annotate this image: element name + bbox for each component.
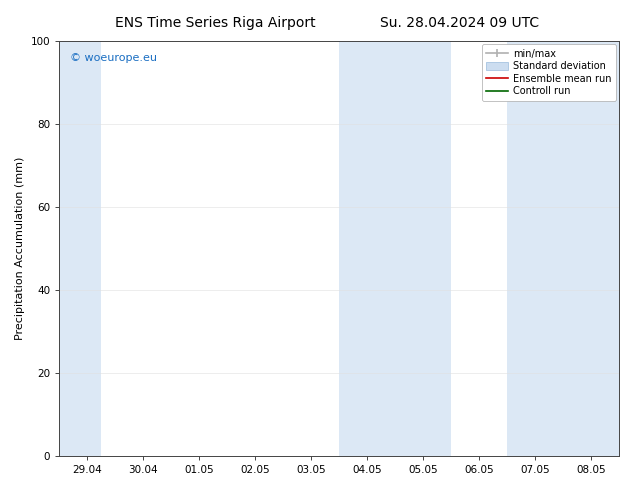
Bar <box>507 41 619 456</box>
Y-axis label: Precipitation Accumulation (mm): Precipitation Accumulation (mm) <box>15 157 25 340</box>
Text: Su. 28.04.2024 09 UTC: Su. 28.04.2024 09 UTC <box>380 16 539 30</box>
Text: © woeurope.eu: © woeurope.eu <box>70 53 157 64</box>
Bar <box>339 41 451 456</box>
Bar <box>59 41 101 456</box>
Text: ENS Time Series Riga Airport: ENS Time Series Riga Airport <box>115 16 316 30</box>
Legend: min/max, Standard deviation, Ensemble mean run, Controll run: min/max, Standard deviation, Ensemble me… <box>482 44 616 101</box>
